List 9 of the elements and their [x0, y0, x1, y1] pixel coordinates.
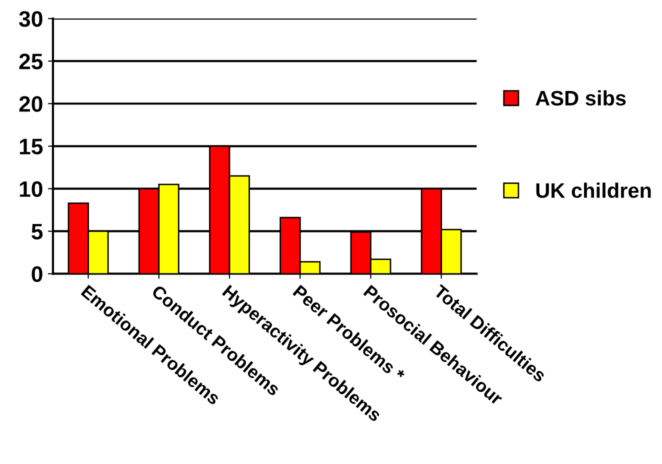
legend-label: UK children	[536, 182, 651, 198]
y-tick-label: 25	[19, 54, 43, 70]
y-tick-label: 20	[19, 96, 42, 112]
y-tick-label: 0	[32, 266, 42, 282]
y-tick-label: 5	[32, 224, 43, 240]
y-tick-label: 10	[20, 181, 42, 197]
y-tick-label: 15	[20, 138, 43, 154]
y-tick-label: 30	[19, 11, 42, 27]
legend-label: ASD sibs	[536, 90, 626, 106]
